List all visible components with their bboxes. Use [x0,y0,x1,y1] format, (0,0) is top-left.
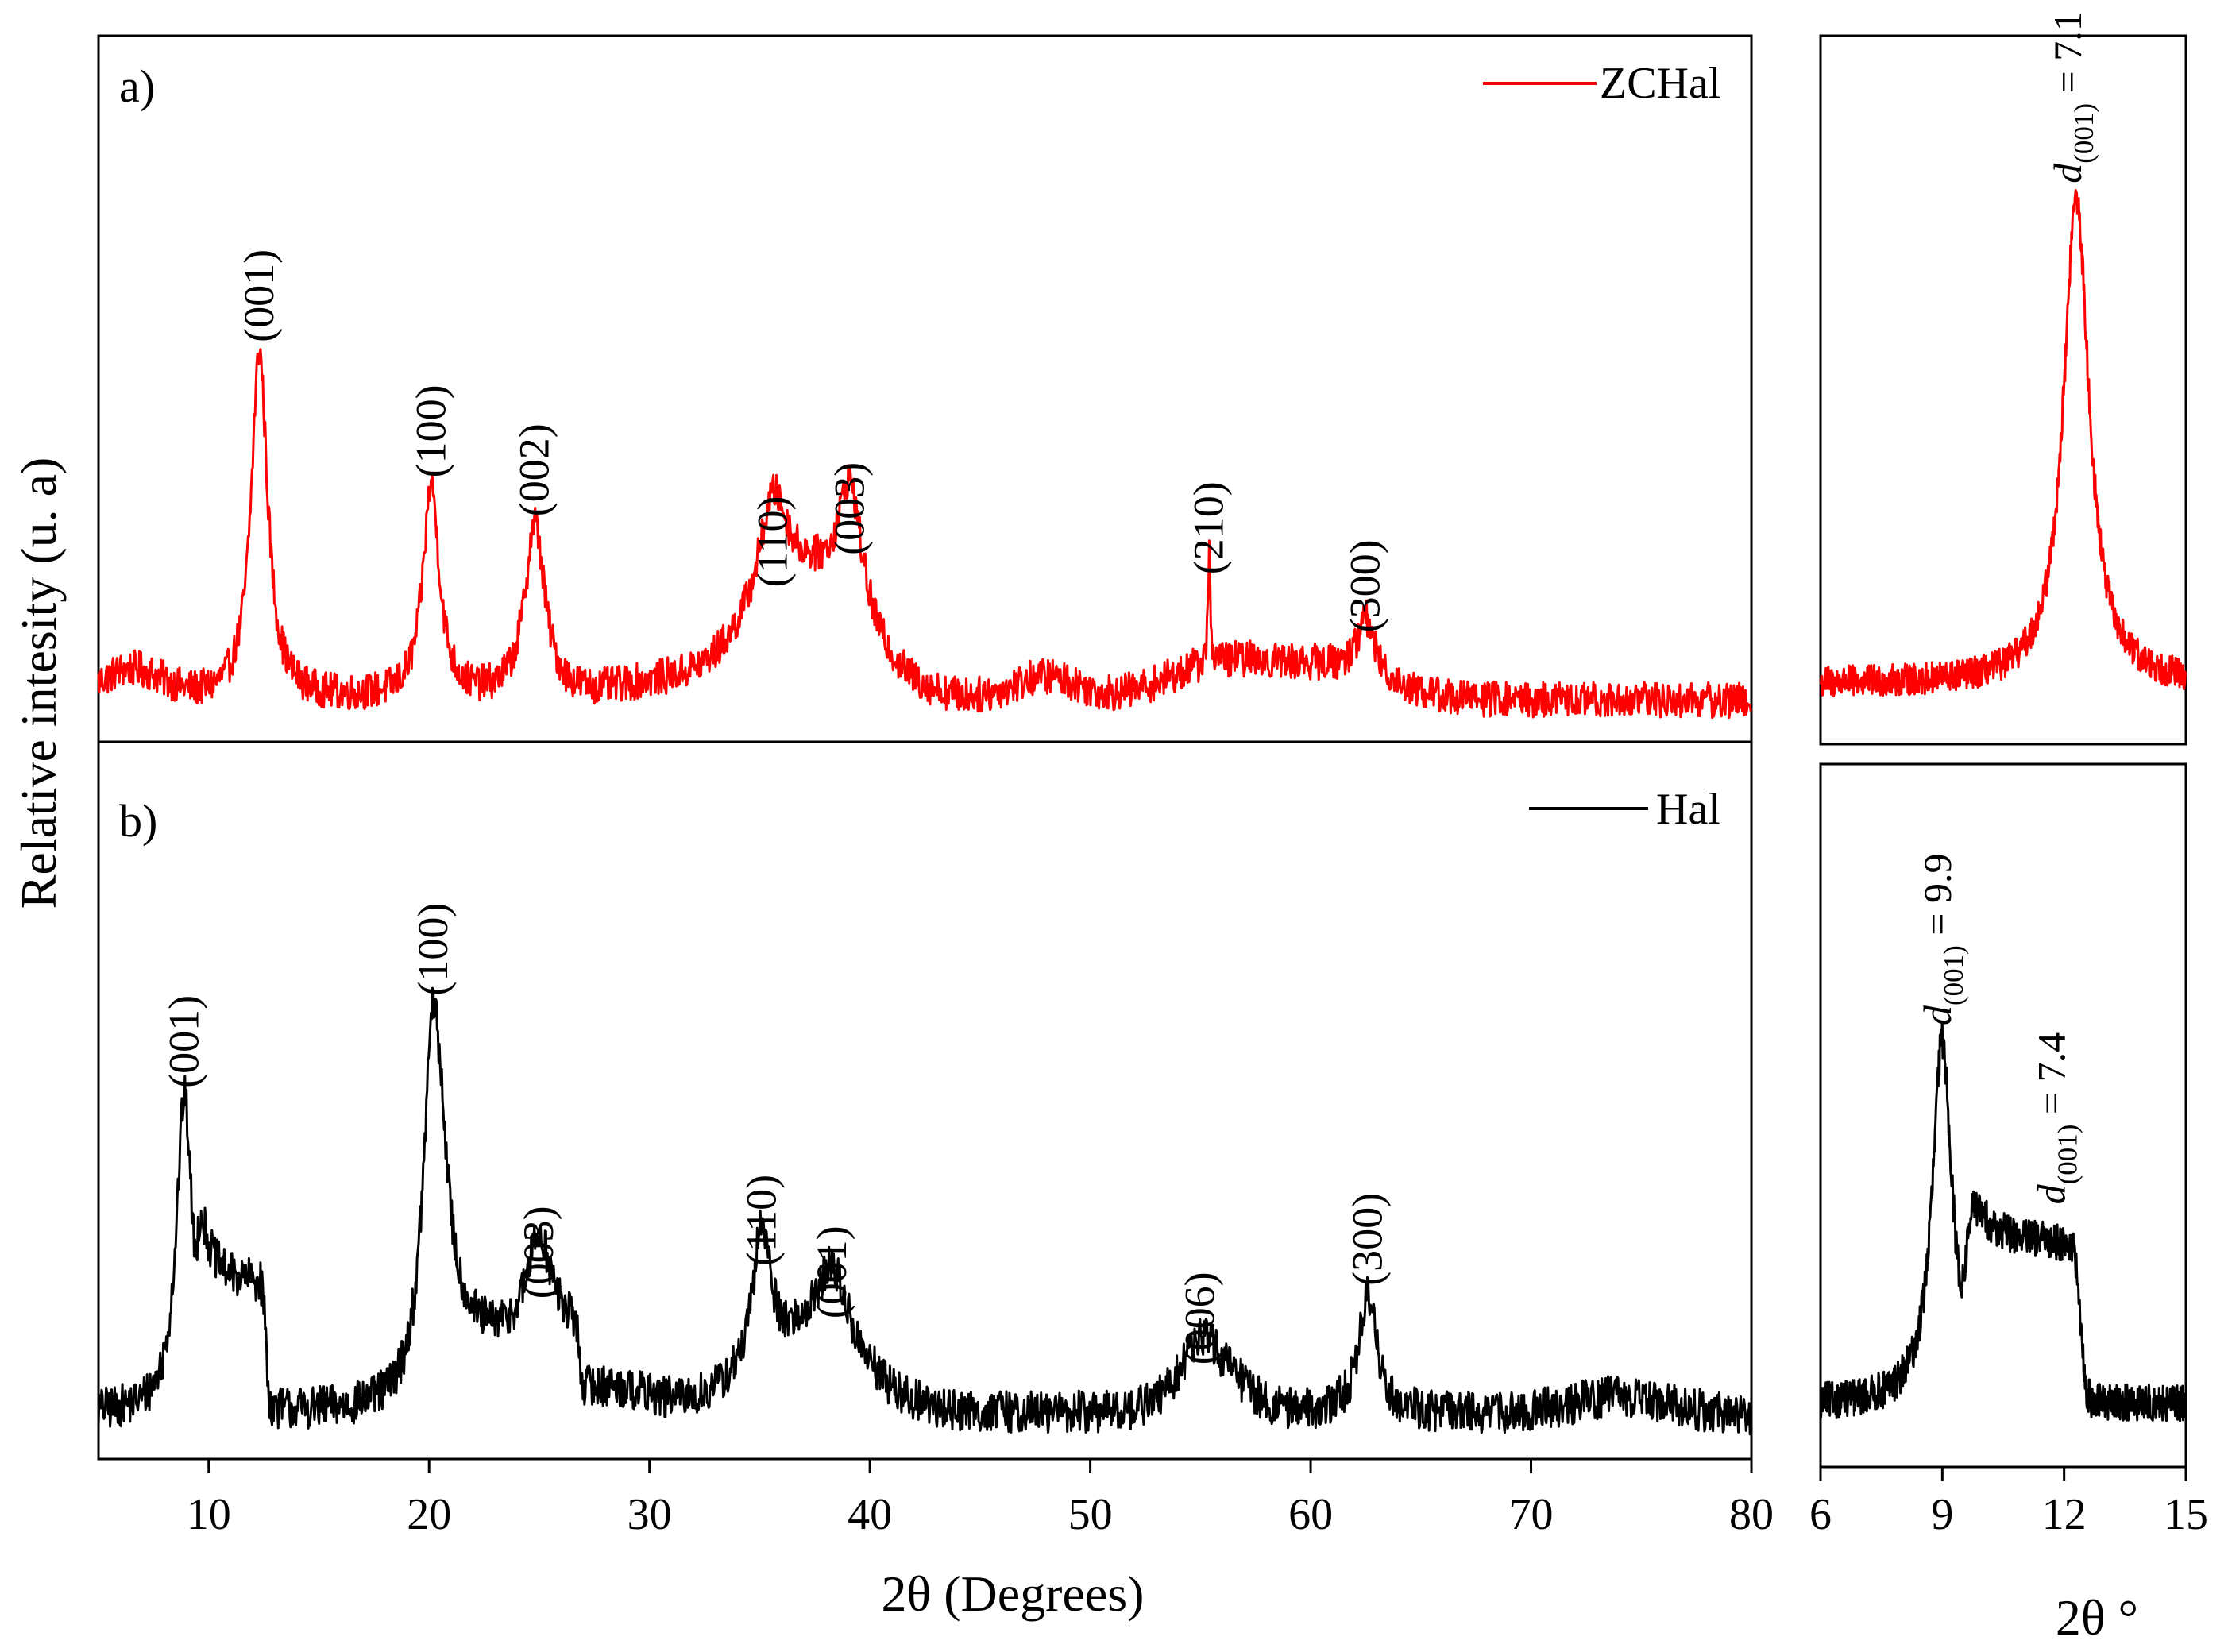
x-axis-label-main: 2θ (Degrees) [882,1565,1145,1622]
inset-a: d(001) = 7.1 [1819,11,2187,746]
inset-b: d(001) = 9.9 d(001) = 7.4 6 9 12 15 [1809,762,2208,1539]
peak-label: (300) [1344,1193,1392,1286]
peak-label: (100) [409,903,457,996]
peak-label: (210) [1185,481,1233,574]
x-tick-label: 40 [848,1490,892,1539]
peak-label: (001) [160,995,208,1088]
x-tick-label: 20 [407,1490,451,1539]
y-axis-label: Relative intesity (u. a) [10,457,67,909]
panel-b-frame [97,740,1753,1461]
d-spacing-annotation: d(001) = 9.9 [1915,853,1969,1025]
panel-a-legend-label: ZCHal [1600,59,1720,108]
d-spacing-annotation: d(001) = 7.1 [2045,11,2099,183]
x-tick-label: 60 [1288,1490,1333,1539]
peak-label: (110) [738,1175,786,1266]
panel-a-peak-labels: (001) (100) (002) (110) (003) (210) (300) [235,249,1389,632]
inset-b-annotations: d(001) = 9.9 d(001) = 7.4 [1915,853,2083,1204]
peak-label: (003) [825,462,873,555]
panel-b-x-ticks: 10 20 30 40 50 60 70 80 [187,1459,1774,1539]
peak-label: (003) [515,1206,562,1299]
x-tick-label: 15 [2164,1490,2208,1539]
panel-b-legend-label: Hal [1656,785,1720,834]
inset-b-trace [1819,1021,2187,1422]
inset-a-trace [1819,189,2187,697]
peak-label: (110) [748,496,796,588]
panel-b-label: b) [119,795,157,847]
panel-b: b) Hal (001) (100) (003) (110) (001) (006) (30… [97,740,1774,1539]
peak-label: (100) [407,384,454,477]
panel-b-peak-labels: (001) (100) (003) (110) (001) (006) (300) [160,903,1392,1365]
x-tick-label: 70 [1509,1490,1554,1539]
x-tick-label: 50 [1068,1490,1113,1539]
x-tick-label: 12 [2042,1490,2087,1539]
inset-a-frame [1819,34,2187,746]
x-tick-label: 9 [1931,1490,1953,1539]
panel-a-label: a) [119,60,155,112]
panel-a: a) ZCHal (001)(100) (002)(110) (003) (210)(… [97,34,1753,743]
peak-label: (002) [511,423,558,516]
x-tick-label: 6 [1809,1490,1832,1539]
peak-label: (001) [235,249,283,342]
peak-label: (006) [1176,1272,1224,1364]
inset-a-annotations: d(001) = 7.1 [2045,11,2099,183]
x-axis-label-inset: 2θ ° [2056,1589,2138,1646]
inset-b-x-ticks: 6 9 12 15 [1809,1467,2208,1539]
peak-label: (001) [808,1225,855,1318]
panel-a-trace [97,348,1752,719]
peak-label: (300) [1342,539,1389,632]
x-tick-label: 80 [1729,1490,1774,1539]
x-tick-label: 10 [187,1490,231,1539]
panel-b-trace [97,986,1752,1436]
x-tick-label: 30 [627,1490,672,1539]
inset-b-frame [1819,762,2187,1469]
d-spacing-annotation: d(001) = 7.4 [2029,1032,2083,1205]
